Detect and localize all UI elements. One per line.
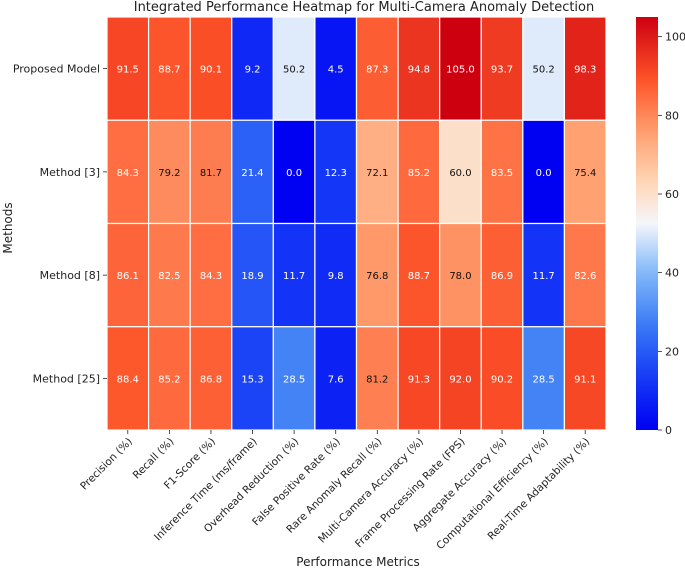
cell-value-label: 91.3 — [408, 374, 430, 385]
heatmap-cell — [314, 16, 358, 121]
colorbar-tick-label: 60 — [665, 188, 679, 201]
heatmap-cell — [314, 119, 358, 225]
heatmap-cell — [480, 16, 524, 121]
cell-value-label: 18.9 — [241, 271, 263, 282]
heatmap-cell — [147, 119, 191, 225]
cell-value-label: 60.0 — [449, 168, 471, 179]
cell-value-label: 79.2 — [158, 168, 180, 179]
heatmap-cell — [231, 119, 274, 225]
cell-value-label: 21.4 — [241, 168, 263, 179]
heatmap-cell — [272, 222, 316, 328]
heatmap-cell — [147, 16, 191, 121]
heatmap-cell — [563, 16, 607, 121]
heatmap-cell — [355, 326, 399, 431]
heatmap-cell — [563, 326, 607, 431]
heatmap-cell — [355, 119, 399, 225]
colorbar-tick-label: 100 — [665, 31, 685, 44]
heatmap-cell — [397, 119, 441, 225]
cell-value-label: 91.5 — [117, 65, 139, 76]
cell-value-label: 50.2 — [532, 65, 554, 76]
heatmap-cell — [189, 222, 233, 328]
heatmap-cell — [480, 326, 524, 431]
cell-value-label: 82.6 — [574, 271, 596, 282]
cell-value-label: 72.1 — [366, 168, 388, 179]
column-label: Precision (%) — [78, 436, 135, 493]
cell-value-label: 83.5 — [491, 168, 513, 179]
colorbar-gradient — [636, 17, 658, 430]
cell-value-label: 85.2 — [408, 168, 430, 179]
heatmap-cell — [355, 222, 399, 328]
colorbar-tick-label: 40 — [665, 267, 679, 280]
cell-value-label: 9.8 — [328, 271, 344, 282]
heatmap-cell — [439, 326, 482, 431]
heatmap-cell — [563, 119, 607, 225]
row-label: Method [25] — [33, 372, 100, 385]
cell-value-label: 91.1 — [574, 374, 596, 385]
chart-title: Integrated Performance Heatmap for Multi… — [134, 0, 595, 15]
cell-value-label: 90.1 — [200, 65, 222, 76]
x-axis-label: Performance Metrics — [296, 555, 419, 569]
cell-value-label: 86.1 — [117, 271, 139, 282]
cell-value-label: 88.7 — [158, 65, 180, 76]
column-labels: Precision (%)Recall (%)F1-Score (%)Infer… — [78, 430, 592, 552]
cell-value-label: 11.7 — [532, 271, 554, 282]
cell-value-label: 93.7 — [491, 65, 513, 76]
heatmap-cells: 91.5 88.7 90.1 9.2 50.2 4.5 87.3 94.8 105.0 93.7 5… — [106, 16, 607, 431]
row-label: Method [8] — [40, 269, 100, 282]
cell-value-label: 86.9 — [491, 271, 513, 282]
cell-value-label: 84.3 — [117, 168, 139, 179]
cell-value-label: 78.0 — [449, 271, 471, 282]
y-axis-label: Methods — [1, 202, 15, 253]
heatmap-cell — [106, 326, 150, 431]
cell-value-label: 82.5 — [158, 271, 180, 282]
cell-value-label: 0.0 — [286, 168, 302, 179]
heatmap-cell — [314, 326, 358, 431]
row-label: Method [3] — [40, 166, 100, 179]
colorbar-tick-label: 80 — [665, 109, 679, 122]
cell-value-label: 4.5 — [328, 65, 344, 76]
cell-value-label: 11.7 — [283, 271, 305, 282]
cell-value-label: 15.3 — [241, 374, 263, 385]
cell-value-label: 75.4 — [574, 168, 596, 179]
cell-value-label: 86.8 — [200, 374, 222, 385]
cell-value-label: 105.0 — [446, 65, 475, 76]
cell-value-label: 94.8 — [408, 65, 430, 76]
colorbar: 0 20 40 60 80 100 — [636, 17, 685, 437]
cell-value-label: 9.2 — [245, 65, 261, 76]
cell-value-label: 28.5 — [532, 374, 554, 385]
cell-value-label: 76.8 — [366, 271, 388, 282]
cell-value-label: 88.7 — [408, 271, 430, 282]
cell-value-label: 28.5 — [283, 374, 305, 385]
cell-value-label: 85.2 — [158, 374, 180, 385]
cell-value-label: 84.3 — [200, 271, 222, 282]
heatmap-cell — [231, 326, 274, 431]
cell-value-label: 81.2 — [366, 374, 388, 385]
cell-value-label: 0.0 — [536, 168, 552, 179]
cell-value-label: 92.0 — [449, 374, 471, 385]
heatmap-cell — [563, 222, 607, 328]
cell-value-label: 81.7 — [200, 168, 222, 179]
heatmap-cell — [480, 119, 524, 225]
cell-value-label: 90.2 — [491, 374, 513, 385]
heatmap-cell — [522, 326, 566, 431]
heatmap-cell — [106, 16, 150, 121]
cell-value-label: 98.3 — [574, 65, 596, 76]
cell-value-label: 12.3 — [325, 168, 347, 179]
cell-value-label: 7.6 — [328, 374, 344, 385]
heatmap-cell — [231, 222, 274, 328]
cell-value-label: 88.4 — [117, 374, 139, 385]
heatmap-cell — [397, 16, 441, 121]
heatmap-cell — [522, 119, 566, 225]
heatmap-cell — [189, 326, 233, 431]
heatmap-cell — [439, 119, 482, 225]
heatmap-cell — [272, 119, 316, 225]
heatmap-cell — [189, 16, 233, 121]
colorbar-tick-label: 0 — [665, 424, 672, 437]
row-labels: Proposed Model Method [3] Method [8] Method… — [13, 63, 107, 385]
row-label: Proposed Model — [13, 63, 100, 76]
cell-value-label: 87.3 — [366, 65, 388, 76]
cell-value-label: 50.2 — [283, 65, 305, 76]
colorbar-tick-label: 20 — [665, 345, 679, 358]
